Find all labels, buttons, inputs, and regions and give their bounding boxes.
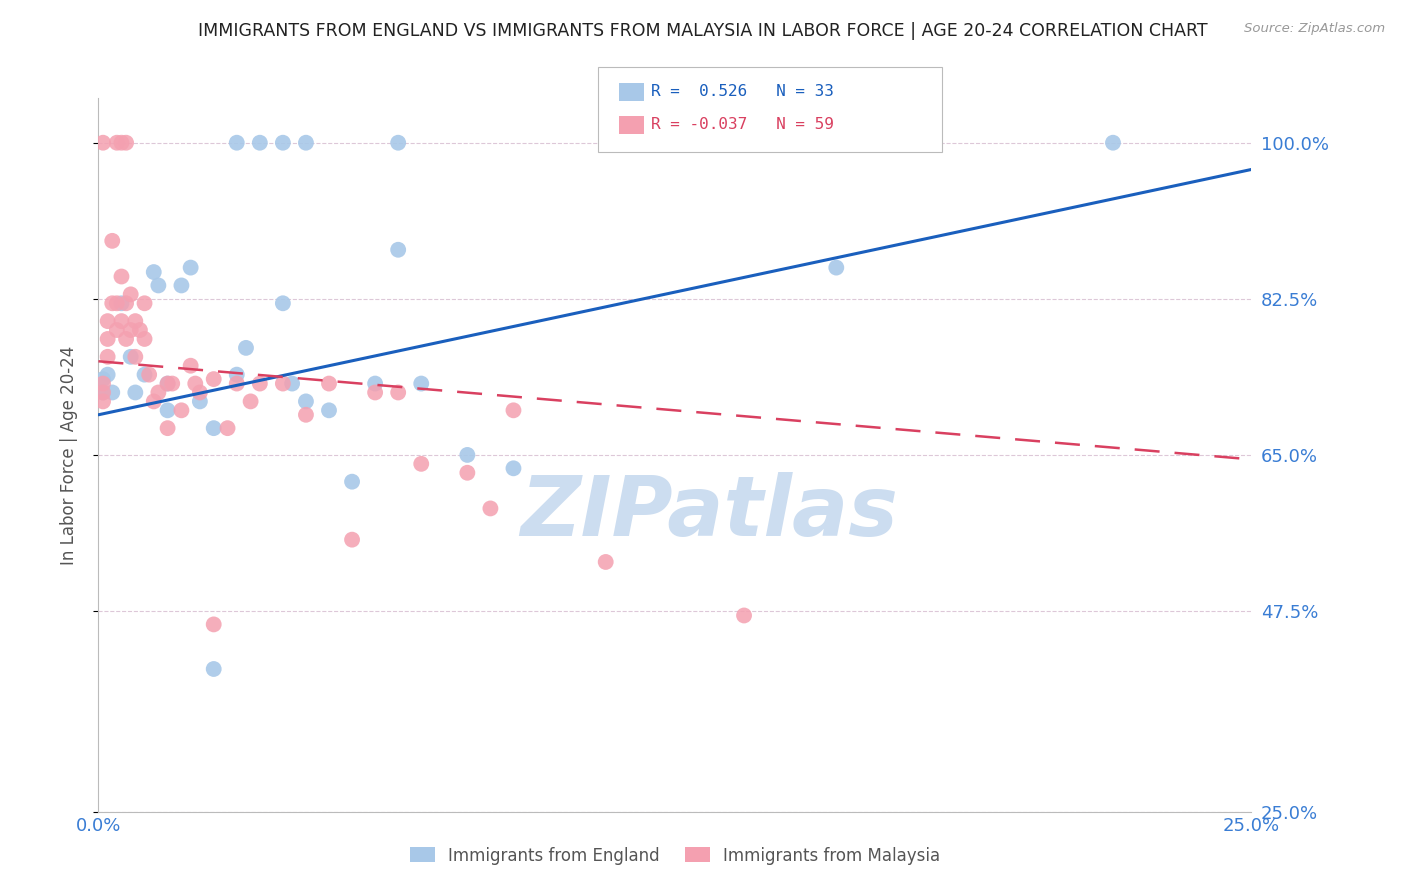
Point <box>148 385 170 400</box>
Point <box>202 372 225 386</box>
Point <box>340 533 363 547</box>
Point <box>91 394 114 409</box>
Point <box>295 394 318 409</box>
Point <box>97 368 120 382</box>
Point <box>249 376 271 391</box>
Text: Source: ZipAtlas.com: Source: ZipAtlas.com <box>1244 22 1385 36</box>
Point <box>97 314 120 328</box>
Point <box>271 136 294 150</box>
Point <box>411 376 433 391</box>
Point <box>340 475 363 489</box>
Point <box>387 385 409 400</box>
Point <box>142 265 165 279</box>
Y-axis label: In Labor Force | Age 20-24: In Labor Force | Age 20-24 <box>59 345 77 565</box>
Point <box>170 278 193 293</box>
Point <box>115 296 138 310</box>
Point <box>595 555 617 569</box>
Point <box>156 376 179 391</box>
Point <box>1102 136 1125 150</box>
Point <box>156 403 179 417</box>
Point <box>502 403 524 417</box>
Point <box>160 376 183 391</box>
Text: R = -0.037   N = 59: R = -0.037 N = 59 <box>651 118 834 132</box>
Point <box>120 287 142 301</box>
Point <box>101 296 124 310</box>
Point <box>91 136 114 150</box>
Point <box>120 350 142 364</box>
Point <box>110 269 132 284</box>
Point <box>502 461 524 475</box>
Point <box>97 332 120 346</box>
Point <box>733 608 755 623</box>
Point <box>271 376 294 391</box>
Point <box>110 314 132 328</box>
Point <box>180 260 202 275</box>
Point <box>91 372 114 386</box>
Point <box>124 385 146 400</box>
Point <box>295 136 318 150</box>
Point <box>115 332 138 346</box>
Point <box>188 394 211 409</box>
Point <box>170 403 193 417</box>
Point <box>134 368 156 382</box>
Point <box>138 368 160 382</box>
Point <box>110 296 132 310</box>
Text: IMMIGRANTS FROM ENGLAND VS IMMIGRANTS FROM MALAYSIA IN LABOR FORCE | AGE 20-24 C: IMMIGRANTS FROM ENGLAND VS IMMIGRANTS FR… <box>198 22 1208 40</box>
Point <box>825 260 848 275</box>
Point <box>156 421 179 435</box>
Point <box>188 385 211 400</box>
Point <box>202 662 225 676</box>
Point <box>105 136 128 150</box>
Point <box>456 466 478 480</box>
Point <box>217 421 239 435</box>
Point <box>148 278 170 293</box>
Point <box>271 296 294 310</box>
Point <box>202 421 225 435</box>
Point <box>101 385 124 400</box>
Point <box>295 408 318 422</box>
Text: ZIPatlas: ZIPatlas <box>520 472 898 552</box>
Point <box>142 394 165 409</box>
Point <box>281 376 304 391</box>
Point <box>387 136 409 150</box>
Point <box>479 501 502 516</box>
Point <box>134 296 156 310</box>
Point <box>105 323 128 337</box>
Point <box>202 617 225 632</box>
Point <box>91 385 114 400</box>
Point <box>184 376 207 391</box>
Text: R =  0.526   N = 33: R = 0.526 N = 33 <box>651 85 834 99</box>
Point <box>120 323 142 337</box>
Point <box>318 403 340 417</box>
Point <box>110 136 132 150</box>
Point <box>97 350 120 364</box>
Point <box>105 296 128 310</box>
Point <box>225 368 247 382</box>
Point <box>249 136 271 150</box>
Point <box>101 234 124 248</box>
Point <box>364 376 387 391</box>
Point <box>134 332 156 346</box>
Point <box>115 136 138 150</box>
Point <box>387 243 409 257</box>
Point <box>91 376 114 391</box>
Point <box>239 394 262 409</box>
Point <box>180 359 202 373</box>
Point <box>917 136 939 150</box>
Point <box>225 136 247 150</box>
Point <box>156 376 179 391</box>
Point <box>124 314 146 328</box>
Point <box>129 323 152 337</box>
Point <box>318 376 340 391</box>
Point <box>225 376 247 391</box>
Point <box>456 448 478 462</box>
Point <box>91 385 114 400</box>
Point <box>124 350 146 364</box>
Point <box>364 385 387 400</box>
Point <box>235 341 257 355</box>
Point <box>411 457 433 471</box>
Legend: Immigrants from England, Immigrants from Malaysia: Immigrants from England, Immigrants from… <box>404 840 946 871</box>
